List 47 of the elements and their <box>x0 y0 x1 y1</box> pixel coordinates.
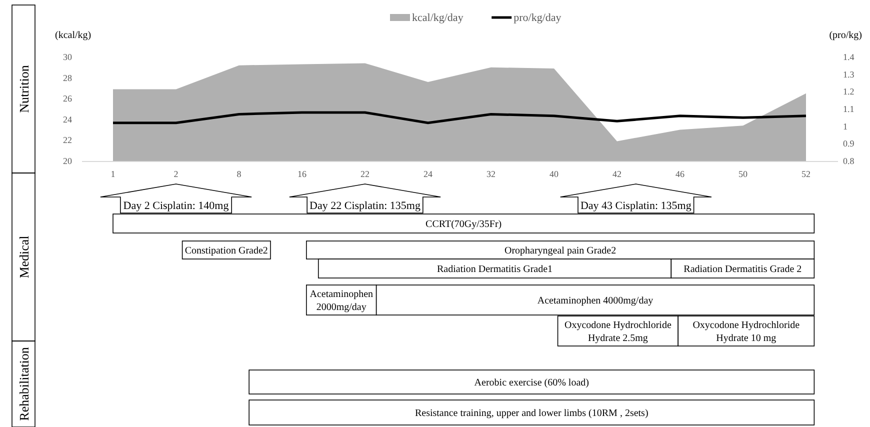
text: CCRT(70Gy/35Fr) <box>426 219 502 230</box>
x-tick-label: 22 <box>360 169 370 179</box>
y-tick-label: 24 <box>63 114 72 124</box>
x-tick-label: 24 <box>424 169 433 179</box>
x-tick-label: 32 <box>486 169 496 179</box>
text: Day 43 Cisplatin: 135mg <box>580 200 692 212</box>
text: Radiation Dermatitis Grade1 <box>437 264 553 275</box>
text: Nutrition <box>16 64 32 113</box>
y2-tick-label: 0.8 <box>843 156 855 166</box>
text: Resistance training, upper and lower limbs (10RM , 2sets) <box>414 408 648 419</box>
text: Oxycodone Hydrochloride Hydrate 2.5mg <box>564 320 672 344</box>
x-tick-label: 50 <box>738 169 748 179</box>
x-tick-label: 40 <box>550 169 559 179</box>
text: Oxycodone Hydrochloride Hydrate 10 mg <box>692 320 800 344</box>
x-tick-label: 1 <box>110 169 116 179</box>
y-tick-label: 30 <box>63 52 72 62</box>
x-tick-label: 2 <box>174 169 178 179</box>
y2-tick-label: 1.3 <box>843 69 855 80</box>
y2-tick-label: 1 <box>843 121 848 132</box>
legend-label: kcal/kg/day <box>412 12 464 24</box>
y2-tick-label: 0.9 <box>843 138 855 149</box>
y2-tick-label: 1.4 <box>843 52 855 62</box>
y2-tick-label: 1.1 <box>843 104 854 114</box>
legend-label: pro/kg/day <box>514 12 562 24</box>
text: Oropharyngeal pain Grade2 <box>504 246 616 256</box>
text: Rehabilitation <box>16 346 32 421</box>
y2-axis-title: (pro/kg) <box>829 30 862 41</box>
text: Medical <box>16 235 32 278</box>
y-axis-title: (kcal/kg) <box>55 30 92 41</box>
text: Constipation Grade2 <box>184 246 268 256</box>
text: Aerobic exercise (60% load) <box>474 378 589 388</box>
y2-tick-label: 1.2 <box>843 86 854 97</box>
x-tick-label: 8 <box>236 169 242 179</box>
x-tick-label: 42 <box>612 169 622 179</box>
line-series <box>112 111 808 124</box>
x-tick-label: 16 <box>298 169 307 179</box>
y-tick-label: 28 <box>63 72 72 83</box>
y-tick-label: 26 <box>63 94 72 104</box>
y-tick-label: 20 <box>63 156 72 166</box>
text: Day 2 Cisplatin: 140mg <box>123 200 230 212</box>
text: Day 22 Cisplatin: 135mg <box>310 200 421 212</box>
text: Radiation Dermatitis Grade 2 <box>684 264 802 275</box>
text: Acetaminophen 2000mg/day <box>310 289 374 313</box>
x-tick-label: 46 <box>676 169 685 179</box>
text: Acetaminophen 4000mg/day <box>537 296 654 306</box>
y-tick-label: 22 <box>63 135 72 146</box>
x-tick-label: 52 <box>802 169 810 179</box>
